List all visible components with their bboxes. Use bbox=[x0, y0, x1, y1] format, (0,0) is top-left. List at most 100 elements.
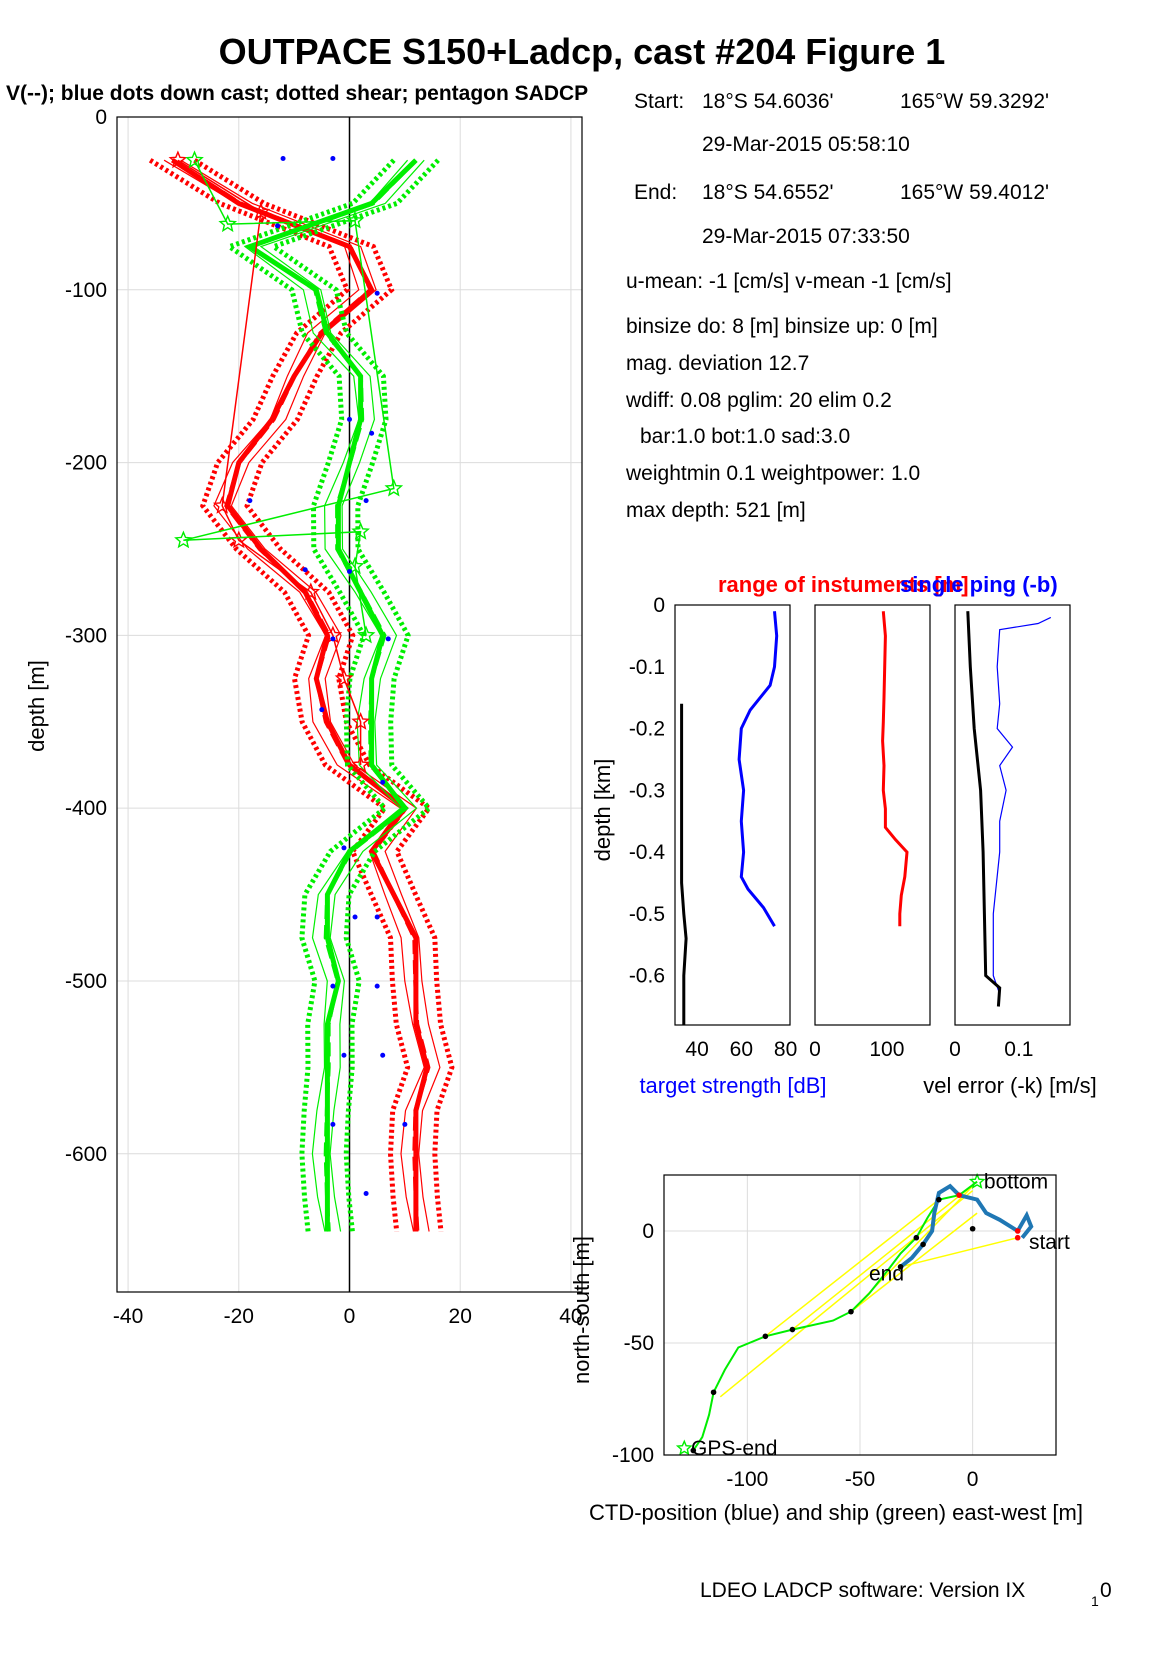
pos-bottom-label: bottom bbox=[984, 1170, 1048, 1193]
start-lon: 165°W 59.3292' bbox=[900, 90, 1049, 113]
ts-ytick: -0.4 bbox=[629, 841, 666, 864]
pos-link-line bbox=[900, 1236, 1018, 1268]
profile-sadcp-u-star bbox=[168, 150, 188, 169]
start-label: Start: bbox=[634, 90, 684, 113]
profile-series-u bbox=[148, 158, 455, 1232]
profile-downcast-dot bbox=[247, 498, 253, 504]
profile-downcast-dot bbox=[352, 914, 358, 920]
profile-downcast-dot bbox=[330, 636, 336, 642]
profile-u-up bbox=[163, 159, 425, 1232]
profile-downcast-dot bbox=[341, 845, 347, 851]
profile-sadcp-u-line bbox=[177, 159, 362, 765]
profile-sadcp-v-star bbox=[351, 521, 370, 540]
target_strength-frame bbox=[674, 604, 791, 1026]
vel-xlabel: vel error (-k) [m/s] bbox=[923, 1073, 1097, 1098]
pos-marker-dot bbox=[789, 1326, 796, 1333]
ts-ytick: -0.6 bbox=[629, 965, 665, 988]
pos-marker-dot bbox=[920, 1241, 926, 1248]
profile-xtick: 0 bbox=[344, 1305, 356, 1328]
profile-ytick: -600 bbox=[65, 1143, 107, 1166]
profile-sadcp-v-star bbox=[345, 210, 365, 229]
profile-sadcp-v-star bbox=[218, 214, 238, 233]
profile-downcast-dot bbox=[330, 155, 336, 161]
profile-downcast-dot bbox=[380, 1052, 386, 1058]
profile-downcast-dot bbox=[347, 416, 352, 422]
ts-xlabel: target strength [dB] bbox=[639, 1073, 826, 1098]
profile-sadcp-v-star bbox=[345, 556, 365, 575]
profile-downcast-dot bbox=[369, 430, 375, 436]
pos-start-label: start bbox=[1029, 1231, 1070, 1254]
pos-ytick: -50 bbox=[624, 1332, 654, 1355]
footer-tail: 0 bbox=[1100, 1579, 1112, 1602]
vel_error-frame bbox=[954, 604, 1071, 1026]
range-title-blue: single ping (-b) bbox=[900, 572, 1058, 597]
end-label: End: bbox=[634, 181, 677, 204]
figure-subtitle: V(--); blue dots down cast; dotted shear… bbox=[6, 82, 588, 105]
ts-ytick: -0.2 bbox=[629, 718, 665, 741]
profile-v-shear-high bbox=[268, 158, 440, 1232]
profile-downcast-dot bbox=[374, 914, 380, 920]
pos-start-dot bbox=[956, 1192, 962, 1198]
pos-gps-end-label: GPS-end bbox=[691, 1437, 777, 1460]
profile-u-mean bbox=[171, 158, 430, 1232]
pos-marker-dot bbox=[762, 1333, 769, 1340]
uv-mean: u-mean: -1 [cm/s] v-mean -1 [cm/s] bbox=[626, 270, 952, 293]
pos-frame bbox=[663, 1174, 1057, 1456]
profile-ytick: -400 bbox=[65, 797, 107, 820]
profile-downcast-dot bbox=[380, 779, 386, 785]
software-footer: LDEO LADCP software: Version IX 1 0 bbox=[700, 1579, 1112, 1609]
wdiff: wdiff: 0.08 pglim: 20 elim 0.2 bbox=[625, 389, 892, 412]
profile-sadcp-v-star bbox=[174, 530, 193, 549]
cast-info: Start: 18°S 54.6036' 165°W 59.3292' 29-M… bbox=[625, 90, 1049, 522]
profile-downcast-dot bbox=[319, 707, 325, 713]
pos-xtick: -50 bbox=[845, 1468, 875, 1491]
ts-ytick: -0.1 bbox=[629, 656, 665, 679]
pos-link-line bbox=[719, 1190, 974, 1398]
end-lat: 18°S 54.6552' bbox=[702, 181, 834, 204]
pos-marker-dot bbox=[848, 1308, 854, 1315]
profile-downcast-dot bbox=[374, 290, 380, 296]
profile-downcast-dot bbox=[374, 983, 380, 989]
target_strength-bt-line bbox=[680, 703, 688, 1025]
profile-xtick: 20 bbox=[449, 1305, 472, 1328]
pos-ylabel: north-south [m] bbox=[569, 1236, 594, 1384]
range-xtick: 100 bbox=[869, 1038, 904, 1061]
range-frame bbox=[814, 604, 931, 1026]
profile-downcast-dot bbox=[280, 155, 286, 161]
profile-downcast-dot bbox=[330, 1121, 336, 1127]
pos-ytick: -100 bbox=[612, 1444, 654, 1467]
ts-ytick: -0.3 bbox=[629, 779, 665, 802]
profile-u-shear-low bbox=[148, 158, 411, 1232]
pos-bottom-star bbox=[968, 1172, 986, 1189]
end-time: 29-Mar-2015 07:33:50 bbox=[702, 225, 910, 248]
end-lon: 165°W 59.4012' bbox=[900, 181, 1049, 204]
start-lat: 18°S 54.6036' bbox=[702, 90, 834, 113]
target_strength-xtick: 60 bbox=[730, 1038, 753, 1061]
profile-ytick: -200 bbox=[65, 452, 107, 475]
ts-ytick: 0 bbox=[653, 594, 665, 617]
pos-xtick: -100 bbox=[726, 1468, 768, 1491]
profile-sadcp-v-star bbox=[356, 625, 376, 644]
weight: weightmin 0.1 weightpower: 1.0 bbox=[625, 462, 920, 485]
profile-u-down bbox=[180, 159, 441, 1232]
pos-end-label: end bbox=[869, 1262, 904, 1285]
ts-ylabel: depth [km] bbox=[590, 759, 615, 862]
pos-start-dot bbox=[1014, 1228, 1021, 1234]
profile-xtick: 40 bbox=[559, 1305, 582, 1328]
profile-downcast-dot bbox=[363, 498, 369, 504]
profile-sadcp-u-star bbox=[251, 202, 271, 220]
max-depth: max depth: 521 [m] bbox=[626, 499, 806, 522]
vel_error-xtick: 0.1 bbox=[1004, 1038, 1033, 1061]
profile-sadcp-u-star bbox=[301, 582, 321, 601]
target_strength-xtick: 40 bbox=[685, 1038, 708, 1061]
vel_error-single_ping-line bbox=[992, 616, 1052, 995]
profile-ylabel: depth [m] bbox=[24, 660, 49, 752]
pos-marker-dot bbox=[936, 1196, 942, 1203]
profile-v-mean bbox=[244, 158, 418, 1232]
profile-u-inverse bbox=[171, 158, 431, 1232]
profile-ytick: 0 bbox=[95, 106, 107, 129]
vel_error-vel_err-line bbox=[966, 611, 1002, 1007]
pos-start-dot bbox=[1014, 1234, 1021, 1241]
